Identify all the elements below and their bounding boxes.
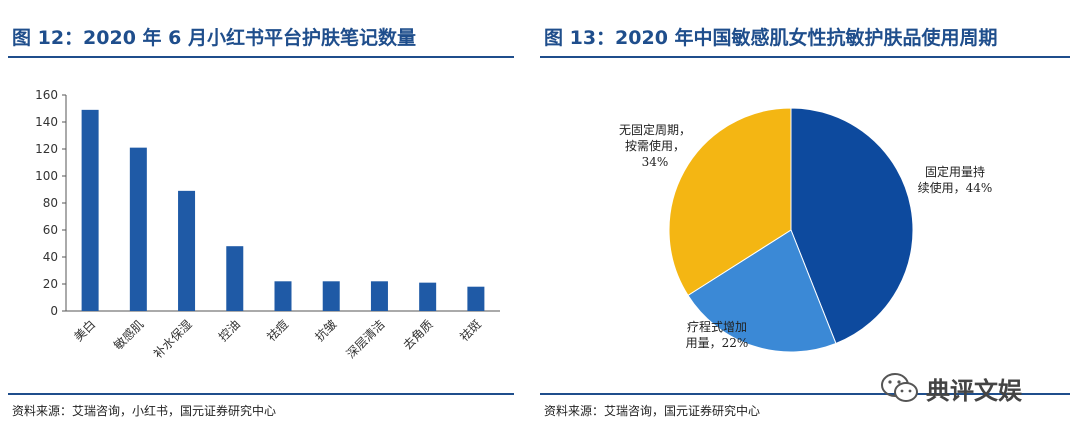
left-title-rule — [8, 56, 514, 58]
pie-label-line: 续使用，44% — [918, 180, 993, 195]
bar — [226, 246, 244, 311]
y-tick-label: 140 — [35, 115, 58, 129]
bar — [129, 147, 147, 311]
bar — [274, 281, 292, 311]
pie-slice — [668, 107, 792, 297]
pie-label-line: 固定用量持 — [925, 164, 985, 179]
pie-label-line: 34% — [642, 155, 669, 169]
y-tick-label: 0 — [50, 304, 58, 318]
watermark: 典评文娱 — [880, 368, 1022, 408]
bar — [370, 281, 388, 311]
right-source-note: 资料来源：艾瑞咨询，国元证券研究中心 — [544, 404, 761, 418]
left-footer-rule — [8, 393, 514, 395]
y-tick-label: 40 — [43, 250, 58, 264]
y-tick-label: 100 — [35, 169, 58, 183]
bar — [178, 190, 196, 311]
bar — [322, 281, 340, 311]
right-footer-rule — [540, 393, 1070, 395]
bar — [81, 109, 99, 311]
pie-label-line: 按需使用， — [625, 138, 685, 153]
pie-label-line: 用量，22% — [686, 336, 749, 350]
pie-slice — [790, 107, 914, 345]
pie-slice-label: 无固定周期，按需使用， 34% — [619, 122, 691, 169]
right-title-rule — [540, 56, 1070, 58]
pie-label-line: 无固定周期， — [619, 122, 691, 137]
y-tick-label: 20 — [43, 277, 58, 291]
wechat-icon — [881, 373, 918, 402]
bar — [419, 282, 437, 311]
right-chart-title: 图 13：2020 年中国敏感肌女性抗敏护肤品使用周期 — [544, 27, 998, 49]
pie-label-line: 疗程式增加 — [687, 319, 747, 334]
bar — [467, 286, 485, 311]
y-tick-label: 60 — [43, 223, 58, 237]
left-chart-title: 图 12：2020 年 6 月小红书平台护肤笔记数量 — [12, 27, 417, 49]
pie-slice — [687, 229, 837, 353]
y-tick-label: 120 — [35, 142, 58, 156]
watermark-text: 典评文娱 — [926, 376, 1022, 405]
left-source-note: 资料来源：艾瑞咨询，小红书，国元证券研究中心 — [12, 404, 277, 418]
y-tick-label: 160 — [35, 88, 58, 102]
y-tick-label: 80 — [43, 196, 58, 210]
